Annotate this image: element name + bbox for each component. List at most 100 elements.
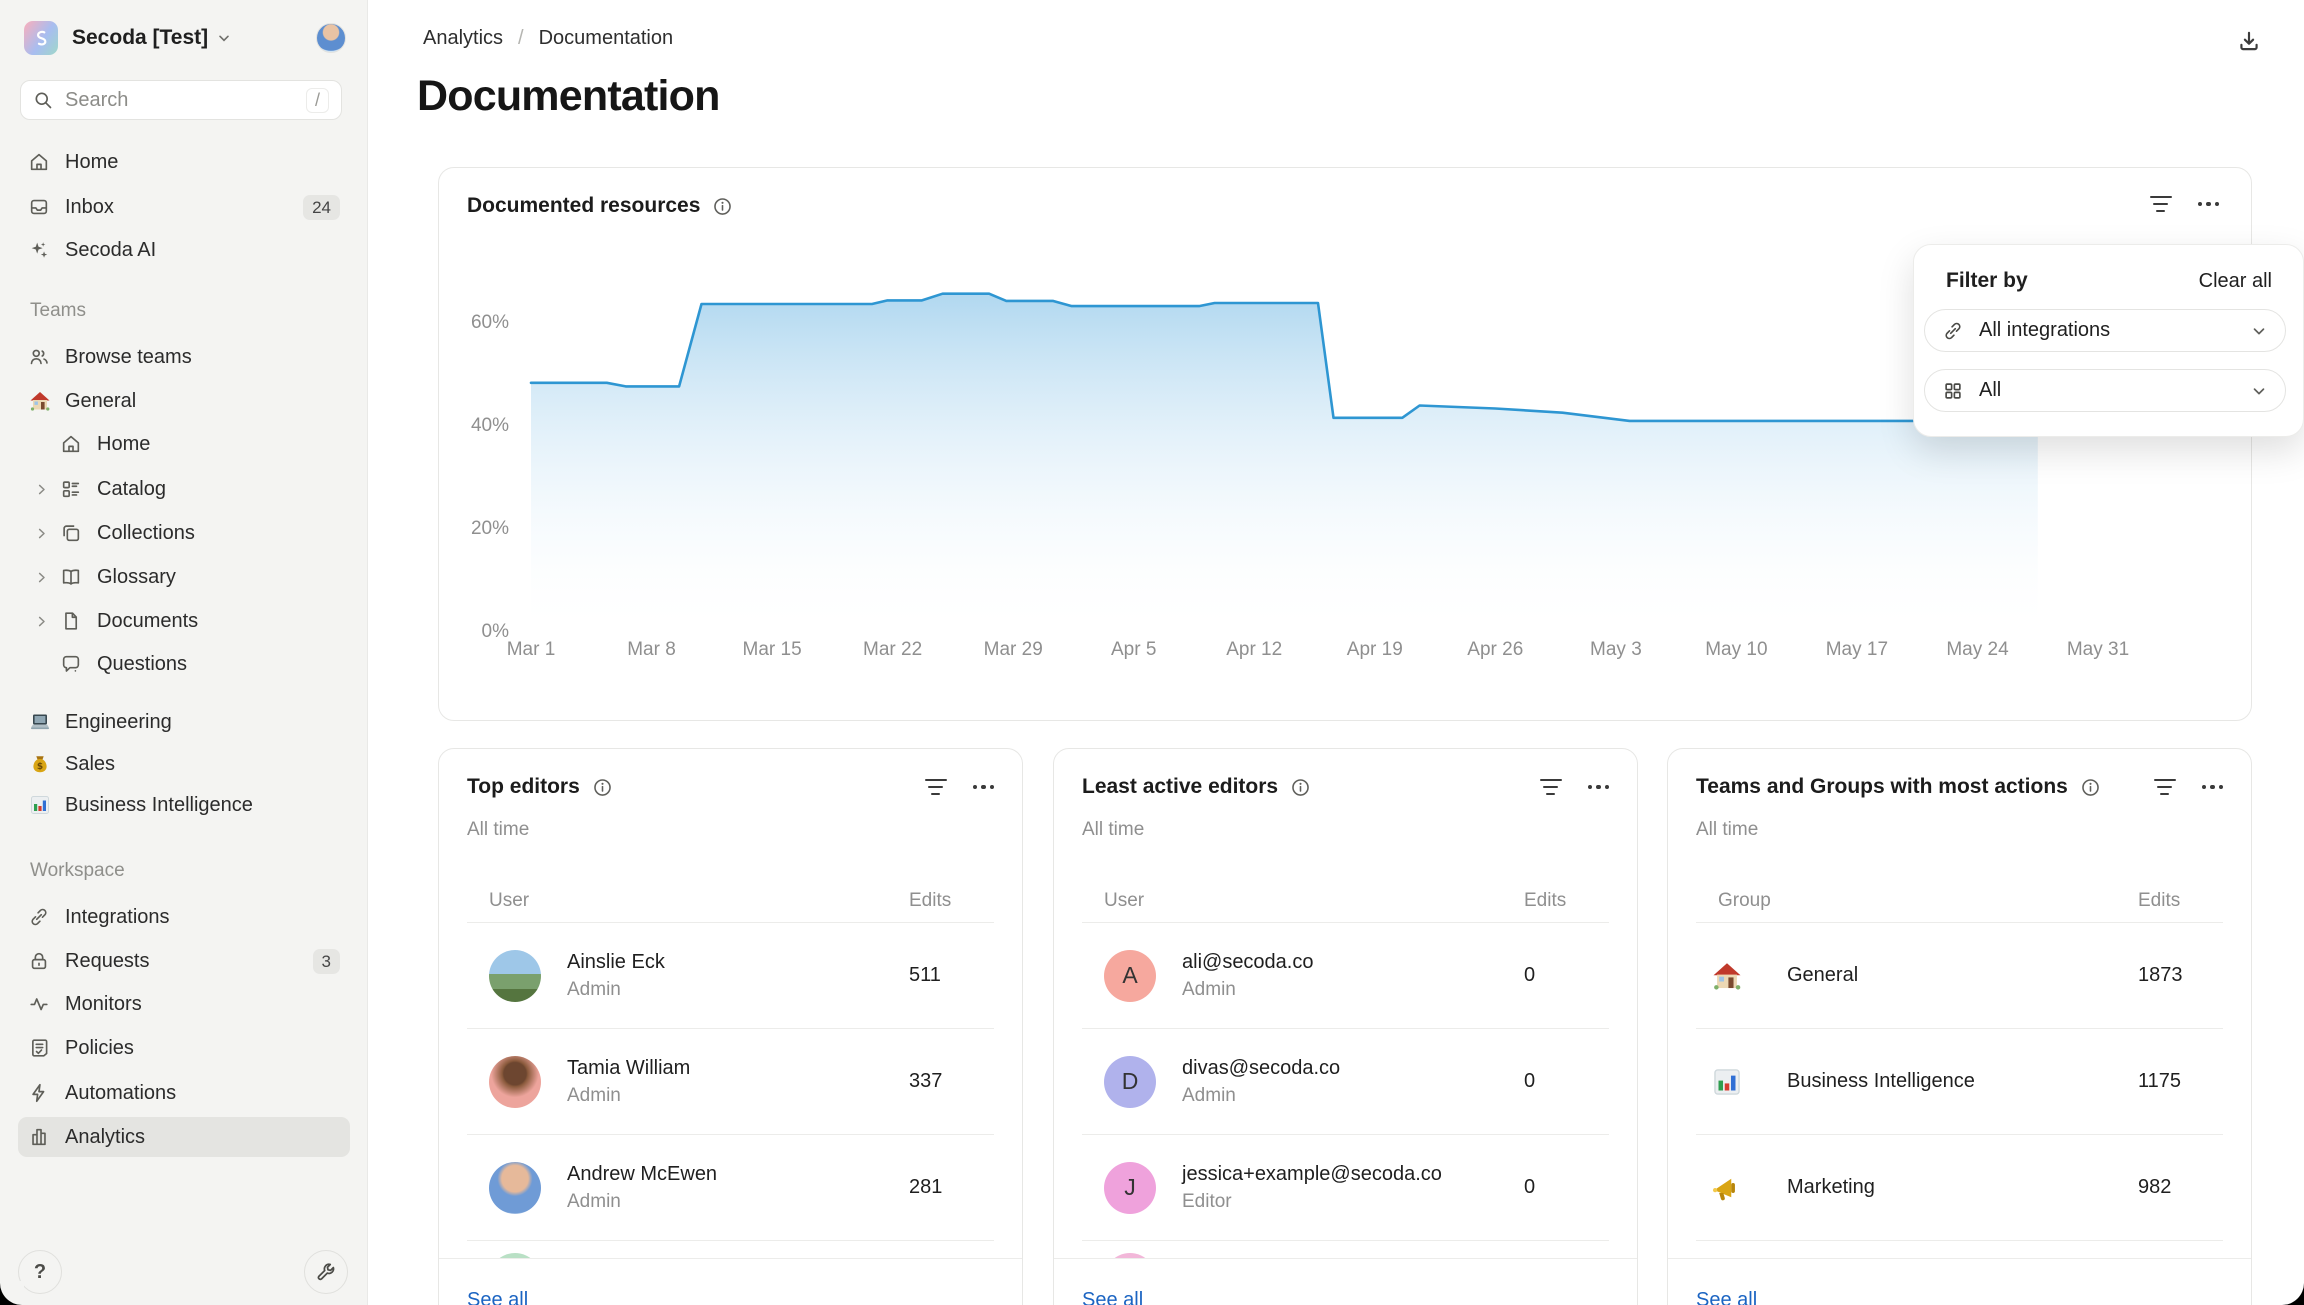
chevron-right-icon[interactable] <box>34 570 49 585</box>
teams-groups-card: Teams and Groups with most actions All t… <box>1667 748 2252 1305</box>
sidebar-item-questions[interactable]: Questions <box>18 644 350 684</box>
integration-filter-select[interactable]: All integrations <box>1924 309 2286 352</box>
edits-value: 0 <box>1524 1070 1536 1092</box>
see-all-link[interactable]: See all <box>467 1289 529 1305</box>
chevron-down-icon <box>216 30 232 46</box>
sidebar-item-monitors[interactable]: Monitors <box>18 984 350 1024</box>
filter-icon[interactable] <box>2149 196 2172 212</box>
chevron-right-icon[interactable] <box>34 526 49 541</box>
table-row[interactable]: A ali@secoda.co Admin 0 <box>1082 923 1609 1029</box>
sidebar-item-home[interactable]: Home <box>18 142 350 182</box>
table-row[interactable]: Business Intelligence 1175 <box>1696 1029 2223 1135</box>
sidebar-item-catalog[interactable]: Catalog <box>18 469 350 509</box>
sidebar-item-integrations[interactable]: Integrations <box>18 897 350 937</box>
breadcrumb-analytics[interactable]: Analytics <box>423 27 504 49</box>
svg-text:Mar 29: Mar 29 <box>984 639 1043 660</box>
ellipsis-icon[interactable] <box>2201 784 2223 790</box>
sidebar-item-label: Browse teams <box>65 345 192 368</box>
catalog-icon <box>60 478 82 500</box>
sidebar-item-analytics[interactable]: Analytics <box>18 1117 350 1157</box>
sidebar-item-documents[interactable]: Documents <box>18 601 350 641</box>
info-icon[interactable] <box>1290 777 1311 798</box>
ellipsis-icon[interactable] <box>1587 784 1609 790</box>
sidebar-item-team-general[interactable]: General <box>18 381 350 421</box>
table-row[interactable]: Ainslie Eck Admin 511 <box>467 923 994 1029</box>
sidebar-item-team-business-intelligence[interactable]: Business Intelligence <box>18 785 350 825</box>
card-actions <box>924 779 994 795</box>
sidebar-item-team-sales[interactable]: $ Sales <box>18 744 350 784</box>
edits-value: 0 <box>1524 1176 1536 1198</box>
sidebar-item-browse-teams[interactable]: Browse teams <box>18 337 350 377</box>
filter-icon[interactable] <box>1539 779 1562 795</box>
table-row[interactable]: J jessica+example@secoda.co Editor 0 <box>1082 1135 1609 1241</box>
chevron-right-icon[interactable] <box>34 614 49 629</box>
bar-chart-emoji-icon <box>28 793 52 817</box>
card-title-text: Teams and Groups with most actions <box>1696 775 2068 798</box>
sidebar-item-automations[interactable]: Automations <box>18 1073 350 1113</box>
sidebar-item-label: Integrations <box>65 905 170 928</box>
sidebar-item-policies[interactable]: Policies <box>18 1028 350 1068</box>
search-input[interactable]: Search / <box>20 80 342 120</box>
filter-icon[interactable] <box>2153 779 2176 795</box>
filter-icon[interactable] <box>924 779 947 795</box>
analytics-bars-icon <box>28 1126 50 1148</box>
period-label: All time <box>1082 819 1145 840</box>
period-label: All time <box>1696 819 1759 840</box>
info-icon[interactable] <box>712 196 733 217</box>
table-row[interactable]: General 1873 <box>1696 923 2223 1029</box>
edits-value: 0 <box>1524 964 1536 986</box>
clear-all-button[interactable]: Clear all <box>2198 270 2272 292</box>
svg-text:May 3: May 3 <box>1590 639 1642 660</box>
bar-chart-emoji-icon <box>1710 1065 1744 1099</box>
column-user: User <box>489 890 530 911</box>
search-placeholder: Search <box>65 88 129 111</box>
edits-value: 337 <box>909 1070 943 1092</box>
table-row[interactable]: Tamia William Admin 337 <box>467 1029 994 1135</box>
sidebar-item-secoda-ai[interactable]: Secoda AI <box>18 230 350 270</box>
ellipsis-icon[interactable] <box>972 784 994 790</box>
group-name: Business Intelligence <box>1787 1070 1975 1092</box>
info-icon[interactable] <box>2080 777 2101 798</box>
user-name: divas@secoda.co <box>1182 1056 1341 1079</box>
group-name: Marketing <box>1787 1176 1875 1198</box>
collections-icon <box>60 522 82 544</box>
download-button[interactable] <box>2232 24 2266 58</box>
table-row[interactable]: D divas@secoda.co Admin 0 <box>1082 1029 1609 1135</box>
sidebar-item-glossary[interactable]: Glossary <box>18 557 350 597</box>
chart-card-actions <box>2149 196 2219 212</box>
card-footer: See all <box>1054 1258 1637 1305</box>
see-all-link[interactable]: See all <box>1082 1289 1144 1305</box>
chart-card-title: Documented resources <box>467 194 733 218</box>
screen-corner <box>2280 1281 2304 1305</box>
workspace-switcher[interactable]: Secoda [Test] <box>24 16 346 60</box>
chevron-right-icon[interactable] <box>34 482 49 497</box>
user-role: Admin <box>1182 1084 1236 1106</box>
sidebar-item-general-home[interactable]: Home <box>18 424 350 464</box>
table-row[interactable]: Marketing 982 <box>1696 1135 2223 1241</box>
sidebar-item-label: Engineering <box>65 710 172 733</box>
help-button[interactable]: ? <box>18 1250 62 1294</box>
home-icon <box>60 433 82 455</box>
card-title: Least active editors <box>1082 775 1311 799</box>
breadcrumb-documentation[interactable]: Documentation <box>538 27 674 49</box>
table-header: Group Edits <box>1696 881 2223 923</box>
ellipsis-icon[interactable] <box>2197 201 2219 207</box>
sidebar-item-inbox[interactable]: Inbox 24 <box>18 187 350 227</box>
card-footer: See all <box>439 1258 1022 1305</box>
sidebar-item-team-engineering[interactable]: Engineering <box>18 702 350 742</box>
table-row[interactable]: Andrew McEwen Admin 281 <box>467 1135 994 1241</box>
user-avatar[interactable] <box>316 23 346 53</box>
sidebar-item-requests[interactable]: Requests 3 <box>18 941 350 981</box>
user-role: Admin <box>567 1084 621 1106</box>
card-actions <box>1539 779 1609 795</box>
teams-section-label: Teams <box>30 300 86 321</box>
sidebar-item-collections[interactable]: Collections <box>18 513 350 553</box>
page-title: Documentation <box>417 72 720 120</box>
settings-wrench-button[interactable] <box>304 1250 348 1294</box>
requests-count-badge: 3 <box>312 948 340 974</box>
plug-icon <box>28 906 50 928</box>
see-all-link[interactable]: See all <box>1696 1289 1758 1305</box>
glossary-icon <box>60 566 82 588</box>
resource-type-filter-select[interactable]: All <box>1924 369 2286 412</box>
info-icon[interactable] <box>592 777 613 798</box>
